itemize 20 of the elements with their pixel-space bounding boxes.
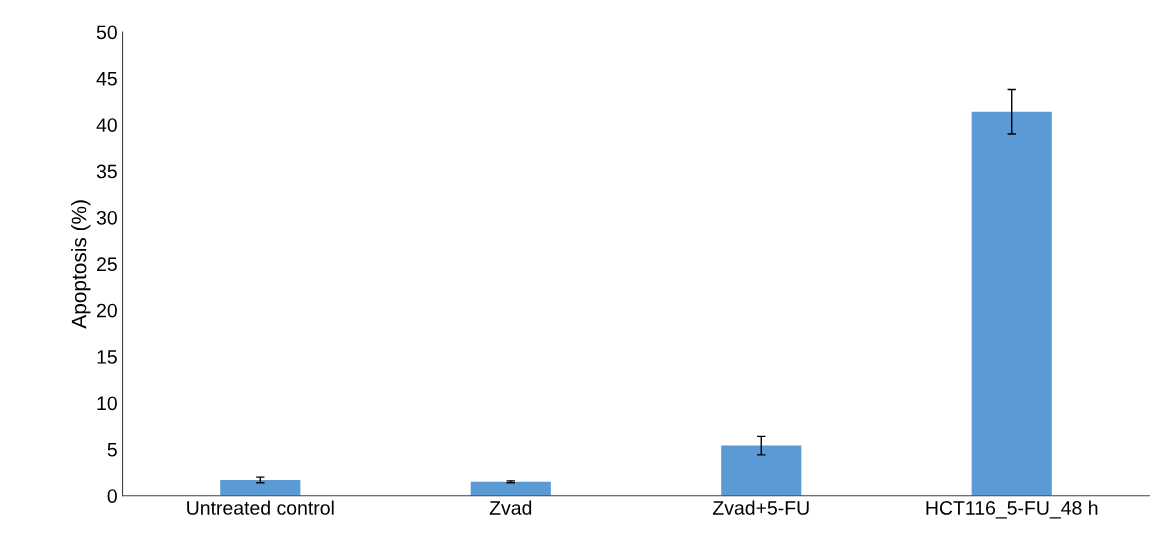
bar [721, 445, 802, 496]
y-tick-label: 45 [96, 72, 117, 86]
x-tick-label: HCT116_5-FU_48 h [926, 500, 1098, 519]
y-tick-label: 20 [97, 303, 117, 318]
y-tick-label: 15 [97, 350, 117, 364]
x-tick-label: Untreated control [187, 500, 334, 515]
y-tick-label: 35 [96, 164, 117, 179]
y-tick-label: 40 [96, 118, 117, 132]
y-axis-title: Apoptosis (%) [71, 200, 91, 329]
y-tick-label: 0 [107, 489, 117, 503]
y-tick-label: 5 [107, 442, 117, 457]
y-tick-label: 50 [96, 25, 117, 40]
bar [470, 481, 551, 496]
y-tick-label: 10 [97, 396, 117, 411]
bar [971, 111, 1052, 496]
y-tick-label: 25 [97, 257, 117, 272]
y-tick-label: 30 [96, 210, 117, 225]
x-tick-label: Zvad [489, 500, 532, 515]
bar [220, 479, 301, 496]
x-tick-label: Zvad+5-FU [712, 500, 809, 515]
